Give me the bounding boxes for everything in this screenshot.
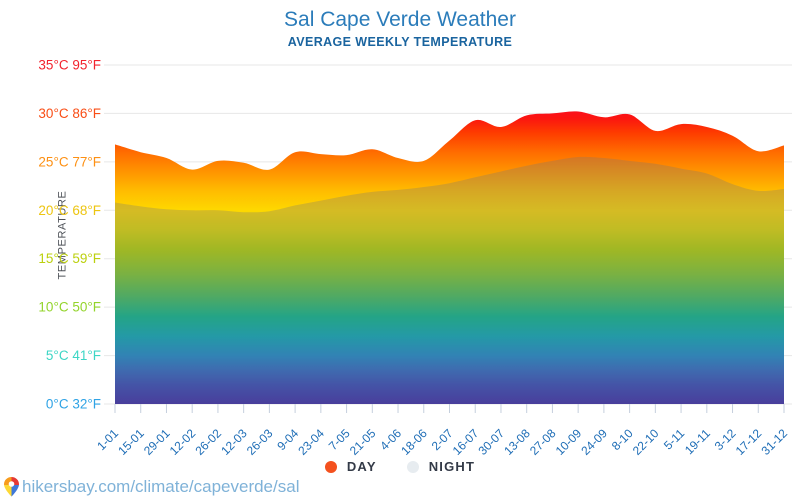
- y-axis-label: 0°C 32°F: [46, 397, 101, 412]
- x-axis-label: 12-02: [167, 426, 199, 458]
- night-temperature-area[interactable]: [115, 156, 784, 404]
- legend-label-day: DAY: [346, 459, 377, 474]
- chart-canvas: 1-0115-0129-0112-0226-0212-0326-039-0423…: [38, 57, 792, 458]
- x-axis-label: 17-12: [733, 426, 765, 458]
- night-series-dot-icon: [406, 460, 419, 473]
- x-axis-label: 12-03: [218, 426, 250, 458]
- x-axis-label: 29-01: [141, 426, 173, 458]
- x-axis-label: 13-08: [501, 426, 533, 458]
- x-axis-label: 16-07: [450, 426, 482, 458]
- y-axis-label: 30°C 86°F: [38, 106, 101, 121]
- x-axis-label: 15-01: [115, 426, 147, 458]
- y-axis-label: 5°C 41°F: [46, 348, 101, 363]
- legend-item-night[interactable]: NIGHT: [406, 459, 476, 474]
- x-axis-label: 22-10: [630, 426, 662, 458]
- x-axis-label: 19-11: [682, 426, 713, 457]
- y-axis-label: 20°C 68°F: [38, 203, 101, 218]
- x-axis-label: 21-05: [347, 426, 379, 458]
- y-axis-label: 15°C 59°F: [38, 251, 101, 266]
- y-axis-label: 10°C 50°F: [38, 300, 101, 315]
- x-axis-label: 30-07: [475, 426, 507, 458]
- x-axis-label: 31-12: [759, 426, 791, 458]
- chart-legend: DAY NIGHT: [0, 459, 800, 474]
- location-pin-icon: [4, 477, 19, 497]
- x-axis-label: 18-06: [398, 426, 430, 458]
- x-axis-label: 24-09: [578, 426, 610, 458]
- legend-label-night: NIGHT: [428, 459, 476, 474]
- footer: hikersbay.com/climate/capeverde/sal: [4, 477, 299, 497]
- x-axis-label: 26-02: [192, 426, 224, 458]
- chart-subtitle: AVERAGE WEEKLY TEMPERATURE: [287, 35, 513, 49]
- page-title: Sal Cape Verde Weather: [284, 8, 516, 31]
- x-axis-label: 23-04: [295, 426, 327, 458]
- legend-item-day[interactable]: DAY: [324, 459, 377, 474]
- x-axis-label: 27-08: [527, 426, 559, 458]
- day-series-dot-icon: [324, 460, 337, 473]
- day-temperature-area[interactable]: [115, 111, 784, 404]
- x-axis-label: 10-09: [553, 426, 585, 458]
- y-axis-label: 25°C 77°F: [38, 154, 101, 169]
- footer-link[interactable]: hikersbay.com/climate/capeverde/sal: [22, 477, 300, 496]
- y-axis-label: 35°C 95°F: [38, 57, 101, 72]
- x-axis-label: 26-03: [244, 426, 276, 458]
